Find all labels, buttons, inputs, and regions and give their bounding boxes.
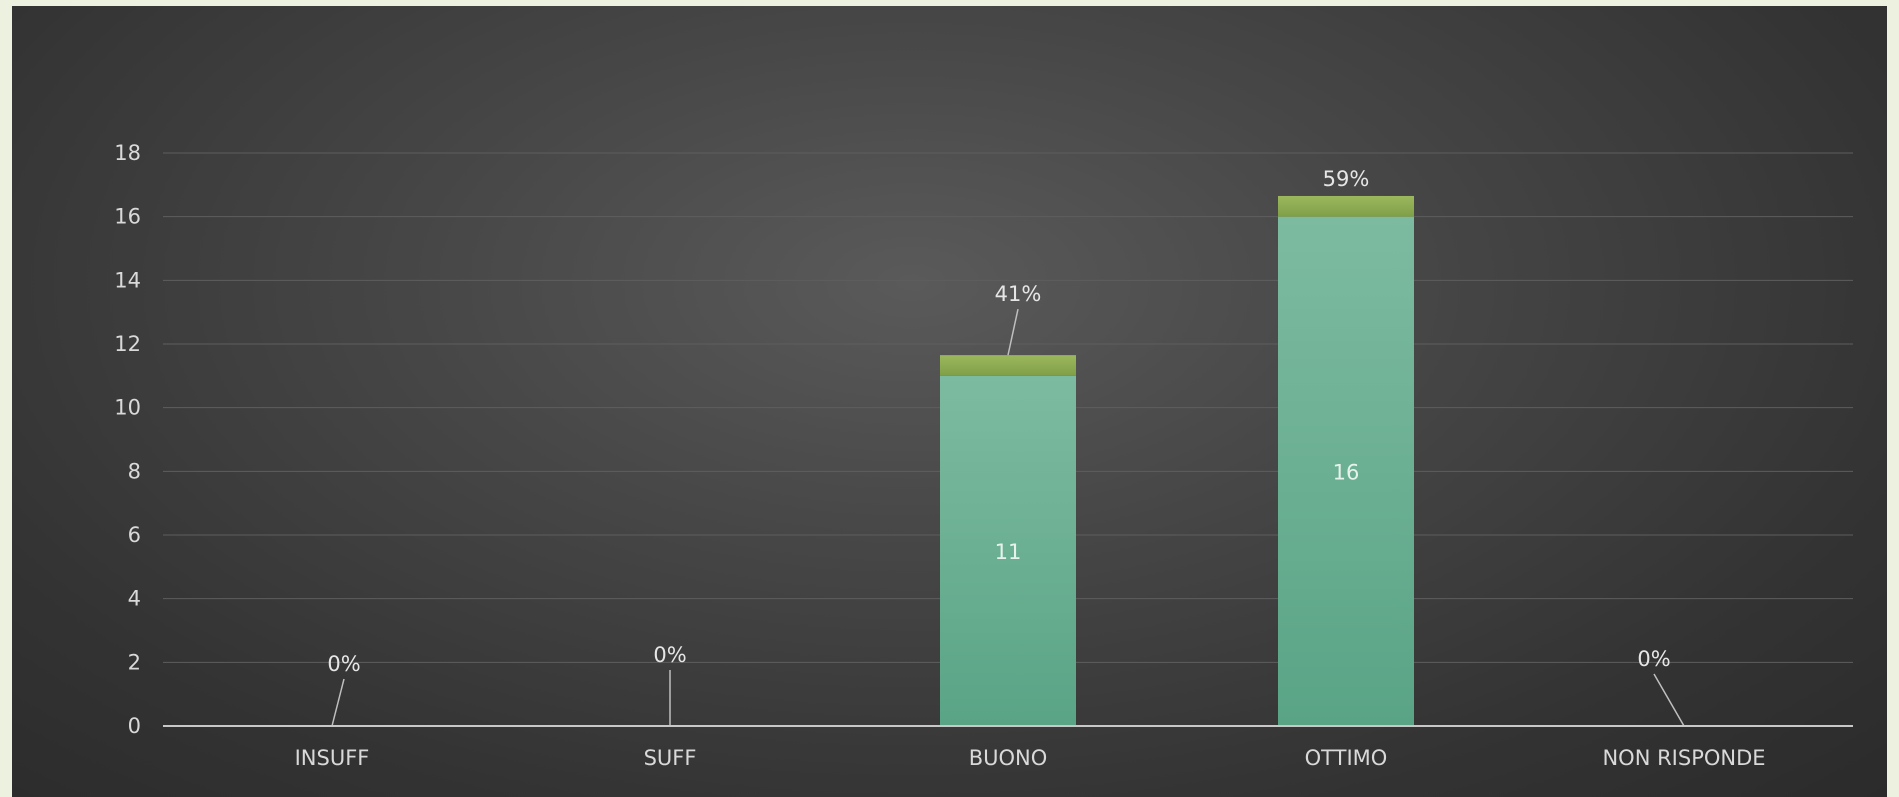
leader-line xyxy=(1653,673,1685,727)
percent-label: 0% xyxy=(327,652,360,676)
percent-cap-segment xyxy=(940,355,1076,376)
y-tick-label: 2 xyxy=(128,650,141,674)
chart-panel: 0 2 4 6 8 10 12 14 16 18 0% 0% 11 41% 16 59% 0% INSUFF S… xyxy=(12,6,1887,797)
bar-chart: 0 2 4 6 8 10 12 14 16 18 0% 0% 11 41% 16 59% 0% INSUFF S… xyxy=(114,141,1853,770)
y-tick-label: 0 xyxy=(128,714,141,738)
leader-line xyxy=(1007,308,1019,356)
y-tick-label: 12 xyxy=(114,332,141,356)
bar-value-label: 16 xyxy=(1333,460,1360,484)
y-axis-tick-labels: 0 2 4 6 8 10 12 14 16 18 xyxy=(114,141,141,738)
percent-label: 0% xyxy=(1637,647,1670,671)
percent-label: 41% xyxy=(995,282,1042,306)
x-category-label: NON RISPONDE xyxy=(1602,746,1765,770)
percent-label: 59% xyxy=(1323,167,1370,191)
data-labels: 0% 0% 11 41% 16 59% 0% xyxy=(327,167,1670,676)
leader-lines xyxy=(331,308,1685,727)
x-axis-category-labels: INSUFF SUFF BUONO OTTIMO NON RISPONDE xyxy=(295,746,1766,770)
x-category-label: SUFF xyxy=(644,746,697,770)
x-category-label: INSUFF xyxy=(295,746,370,770)
leader-line xyxy=(331,678,345,727)
percent-label: 0% xyxy=(653,643,686,667)
bar-ottimo xyxy=(1278,216,1414,726)
y-tick-label: 16 xyxy=(114,205,141,229)
y-tick-label: 14 xyxy=(114,268,141,292)
percent-cap-segment xyxy=(1278,195,1414,217)
x-category-label: OTTIMO xyxy=(1305,746,1388,770)
y-tick-label: 10 xyxy=(114,396,141,420)
x-category-label: BUONO xyxy=(969,746,1048,770)
y-tick-label: 6 xyxy=(128,523,141,547)
bars xyxy=(940,195,1414,726)
bar-buono xyxy=(940,375,1076,726)
y-tick-label: 4 xyxy=(128,587,141,611)
y-tick-label: 18 xyxy=(114,141,141,165)
bar-value-label: 11 xyxy=(995,540,1022,564)
y-tick-label: 8 xyxy=(128,459,141,483)
